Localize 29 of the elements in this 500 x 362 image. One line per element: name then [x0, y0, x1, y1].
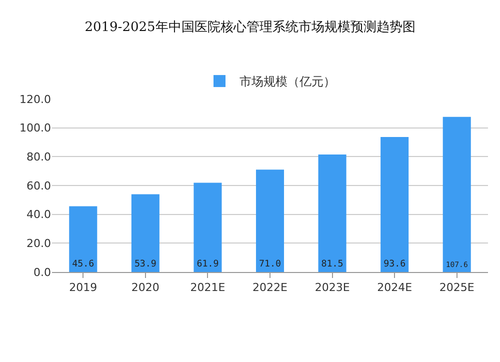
y-tick-label: 60.0	[26, 179, 51, 192]
data-label: 53.9	[134, 260, 156, 270]
bar	[131, 194, 160, 272]
y-tick-label: 40.0	[26, 208, 51, 222]
x-tick-label: 2023E	[314, 281, 350, 294]
legend-label: 市场规模（亿元）	[240, 74, 336, 89]
y-tick-label: 100.0	[20, 122, 51, 135]
data-label: 93.6	[384, 260, 406, 270]
x-tick-label: 2020	[131, 281, 160, 294]
data-label: 61.9	[196, 260, 219, 270]
bar	[194, 182, 222, 272]
bar	[256, 170, 284, 272]
chart-title: 2019-2025年中国医院核心管理系统市场规模预测趋势图	[84, 18, 416, 35]
bar	[442, 116, 471, 272]
y-tick-label: 20.0	[26, 237, 51, 250]
y-tick-label: 120.0	[20, 92, 51, 106]
bar	[69, 206, 98, 272]
y-tick-label: 80.0	[26, 150, 51, 164]
x-tick-label: 2024E	[377, 281, 412, 294]
y-tick-label: 0.0	[34, 266, 51, 279]
x-tick-label: 2019	[69, 281, 98, 294]
data-label: 81.5	[321, 260, 344, 270]
x-tick-label: 2025E	[439, 281, 474, 294]
data-label: 45.6	[72, 260, 94, 270]
data-label: 71.0	[259, 260, 281, 270]
bar	[318, 154, 346, 272]
bar	[380, 137, 409, 272]
x-tick-label: 2021E	[190, 281, 226, 294]
x-tick-label: 2022E	[252, 281, 288, 294]
